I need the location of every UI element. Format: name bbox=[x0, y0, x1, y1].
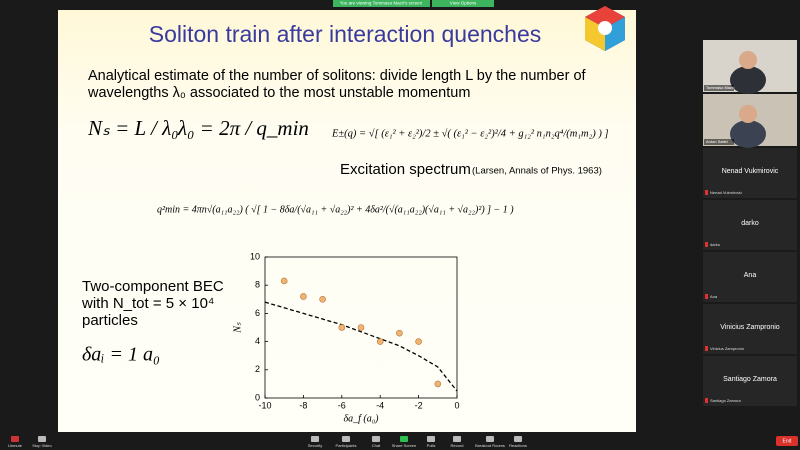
reference: (Larsen, Annals of Phys. 1963) bbox=[472, 166, 602, 177]
end-label[interactable]: End bbox=[783, 438, 792, 444]
person bbox=[730, 66, 766, 94]
formula-ns: Nₛ = L / λ₀ bbox=[87, 116, 179, 140]
data-point bbox=[319, 295, 326, 303]
slide bbox=[58, 10, 636, 432]
muted-icon bbox=[705, 346, 708, 351]
participant-tile bbox=[703, 356, 797, 406]
participant-tile bbox=[703, 200, 797, 250]
formula-q: q²min = 4πn√(a₁₁a₂₂) ( √[ 1 − 8δa/(√a₁₁ … bbox=[157, 204, 514, 215]
x-tick-label: -2 bbox=[415, 400, 423, 410]
toolbar-label[interactable]: Breakout Rooms bbox=[475, 443, 505, 448]
y-tick-label: 10 bbox=[250, 251, 260, 261]
data-point bbox=[338, 324, 346, 331]
participant-name-small: Vinicius Zampronio bbox=[710, 346, 745, 351]
muted-icon bbox=[705, 190, 708, 195]
intro-line: Analytical estimate of the number of sol… bbox=[88, 68, 587, 84]
intro-line: wavelengths λ₀ associated to the most un… bbox=[87, 85, 470, 101]
participant-tile bbox=[703, 252, 797, 302]
y-axis-label: Nₛ bbox=[232, 322, 243, 334]
logo bbox=[585, 6, 625, 51]
x-tick-label: -4 bbox=[376, 400, 384, 410]
banner-text: You are viewing Tommaso Macri's screen bbox=[340, 1, 423, 6]
view-options-text[interactable]: View Options bbox=[450, 1, 477, 6]
x-axis-label: δa_f (a₀) bbox=[343, 413, 379, 424]
toolbar-label[interactable]: Unmute bbox=[8, 443, 23, 448]
muted-icon bbox=[705, 294, 708, 299]
theory-curve bbox=[264, 301, 458, 392]
y-tick-label: 6 bbox=[255, 308, 260, 318]
toolbar-label[interactable]: Participants bbox=[336, 443, 357, 448]
toolbar-icon[interactable] bbox=[427, 436, 435, 442]
toolbar-icon[interactable] bbox=[311, 436, 319, 442]
formula-energy: E±(q) = √[ (ε₁² + ε₂²)/2 ± √( (ε₁² − ε₂²… bbox=[331, 127, 609, 139]
participant-name-small: darko bbox=[710, 242, 721, 247]
y-tick-label: 4 bbox=[255, 336, 260, 346]
data-point bbox=[300, 293, 307, 300]
person bbox=[730, 120, 766, 148]
toolbar-icon[interactable] bbox=[453, 436, 461, 442]
participant-name: Tommaso Macrì bbox=[706, 85, 734, 90]
person-head bbox=[739, 51, 757, 69]
toolbar-label[interactable]: Stop Video bbox=[32, 443, 52, 448]
participant-name: darko bbox=[741, 220, 759, 227]
x-tick-label: 0 bbox=[454, 400, 459, 410]
toolbar-icon[interactable] bbox=[486, 436, 494, 442]
formula-delta: δaᵢ = 1 a₀ bbox=[82, 344, 160, 366]
participant-name: Nenad Vukmirovic bbox=[722, 168, 779, 175]
bec-line: with N_tot = 5 × 10⁴ bbox=[81, 295, 214, 312]
formula-lambda: λ₀ = 2π / q_min bbox=[177, 116, 309, 140]
bec-line: Two-component BEC bbox=[82, 278, 224, 295]
data-point bbox=[357, 324, 365, 331]
data-point bbox=[434, 380, 442, 388]
participant-name: Vinicius Zampronio bbox=[720, 324, 780, 331]
participant-name-small: Ana bbox=[710, 294, 718, 299]
toolbar-icon[interactable] bbox=[400, 436, 408, 442]
toolbar-label[interactable]: Record bbox=[451, 443, 464, 448]
spectrum-label: Excitation spectrum bbox=[340, 161, 471, 178]
muted-icon bbox=[705, 398, 708, 403]
participant-name: Ana bbox=[744, 272, 757, 279]
data-point bbox=[396, 329, 403, 337]
toolbar-label[interactable]: Share Screen bbox=[392, 443, 416, 448]
x-tick-label: -6 bbox=[338, 400, 346, 410]
bec-line: particles bbox=[82, 312, 138, 329]
share-banner bbox=[333, 0, 430, 7]
y-tick-label: 0 bbox=[255, 392, 260, 402]
toolbar-icon[interactable] bbox=[11, 436, 19, 442]
toolbar-icon[interactable] bbox=[514, 436, 522, 442]
y-tick-label: 8 bbox=[255, 280, 260, 290]
participant-tile bbox=[703, 304, 797, 354]
x-tick-label: -10 bbox=[258, 400, 271, 410]
slide-title: Soliton train after interaction quenches bbox=[149, 21, 542, 47]
y-tick-label: 2 bbox=[255, 364, 260, 374]
person-head bbox=[739, 105, 757, 123]
toolbar-label[interactable]: Polls bbox=[427, 443, 436, 448]
name-tag bbox=[704, 85, 734, 91]
participant-name: Santiago Zamora bbox=[723, 376, 777, 383]
end-button[interactable] bbox=[776, 436, 798, 446]
toolbar-icon[interactable] bbox=[342, 436, 350, 442]
participant-tile bbox=[703, 148, 797, 198]
gap bbox=[636, 10, 703, 432]
data-point bbox=[415, 338, 422, 345]
name-tag bbox=[704, 139, 734, 145]
x-tick-label: -8 bbox=[299, 400, 307, 410]
muted-icon bbox=[705, 242, 708, 247]
toolbar-label[interactable]: Chat bbox=[372, 443, 381, 448]
data-point bbox=[280, 277, 288, 285]
participant-name-small: Santiago Zamora bbox=[710, 398, 741, 403]
toolbar-icon[interactable] bbox=[38, 436, 46, 442]
toolbar-label[interactable]: Security bbox=[308, 443, 322, 448]
toolbar-label[interactable]: Reactions bbox=[509, 443, 527, 448]
participant-name-small: Nenad Vukmirovic bbox=[710, 190, 742, 195]
view-options[interactable] bbox=[432, 0, 494, 7]
data-point bbox=[376, 338, 384, 345]
toolbar-icon[interactable] bbox=[372, 436, 380, 442]
participant-name: Anton Sattel bbox=[706, 139, 728, 144]
plot-area bbox=[264, 256, 458, 399]
